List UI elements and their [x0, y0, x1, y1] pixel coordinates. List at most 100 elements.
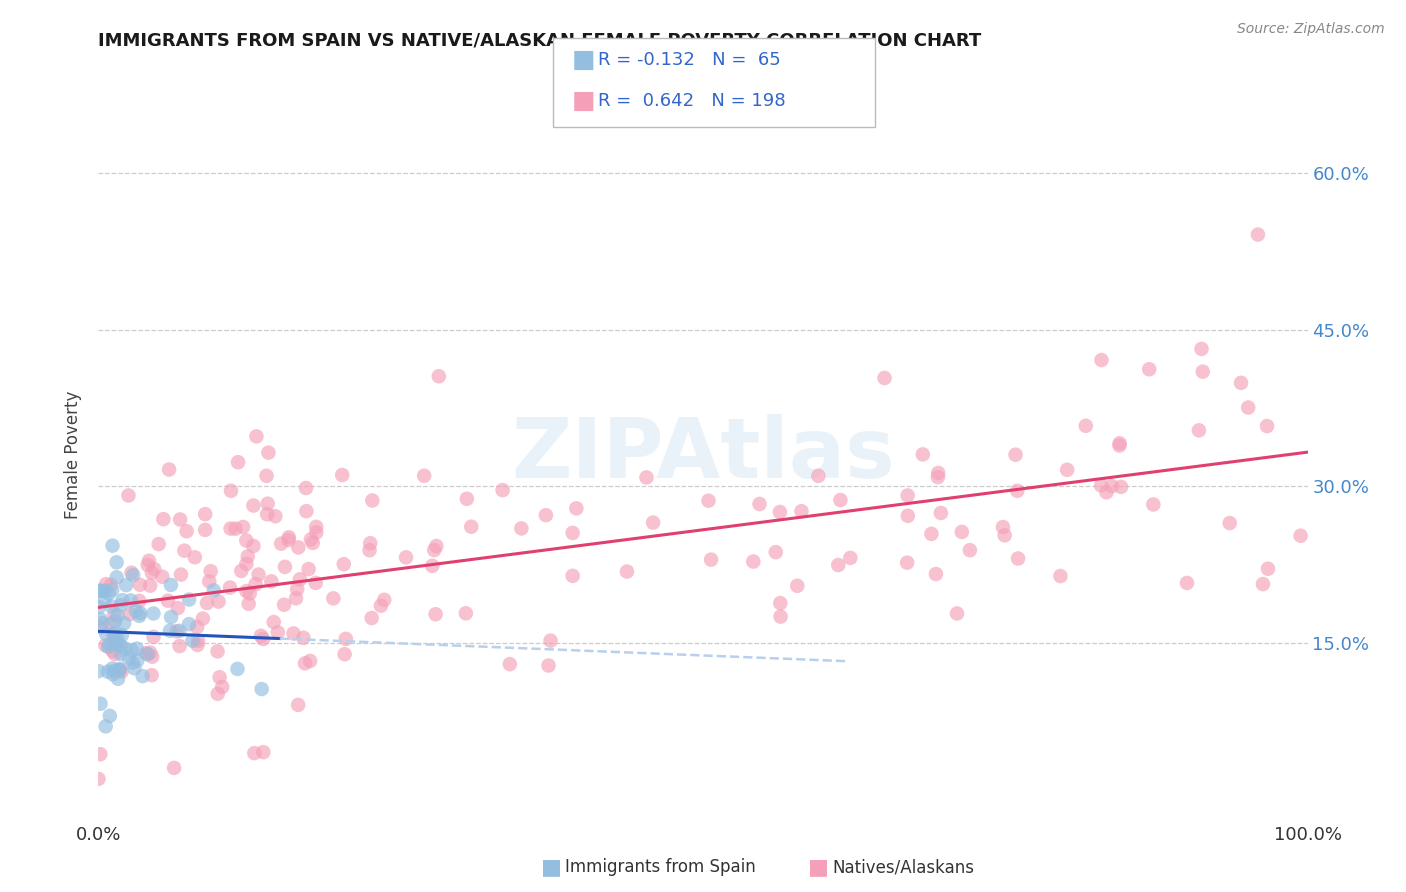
- Point: [540, 633, 562, 648]
- Point: [1108, 438, 1130, 452]
- Point: [1257, 562, 1279, 576]
- Point: [219, 522, 242, 536]
- Point: [257, 445, 280, 459]
- Point: [277, 530, 299, 544]
- Point: [1247, 227, 1270, 242]
- Point: [169, 639, 191, 653]
- Point: [361, 493, 384, 508]
- Point: [127, 654, 149, 668]
- Point: [925, 567, 948, 582]
- Point: [277, 533, 299, 547]
- Point: [89, 583, 111, 598]
- Text: Source: ZipAtlas.com: Source: ZipAtlas.com: [1237, 22, 1385, 37]
- Point: [873, 371, 896, 385]
- Point: [283, 626, 305, 640]
- Point: [160, 578, 183, 592]
- Point: [1108, 436, 1130, 450]
- Point: [1237, 401, 1260, 415]
- Point: [138, 554, 160, 568]
- Point: [235, 584, 257, 599]
- Point: [94, 719, 117, 733]
- Point: [537, 658, 560, 673]
- Point: [121, 643, 143, 657]
- Point: [103, 627, 125, 641]
- Point: [165, 624, 187, 639]
- Point: [250, 681, 273, 696]
- Point: [425, 607, 447, 622]
- Point: [166, 601, 188, 615]
- Point: [332, 557, 354, 571]
- Point: [105, 555, 128, 569]
- Point: [1175, 576, 1198, 591]
- Point: [107, 608, 129, 623]
- Point: [748, 497, 770, 511]
- Point: [1256, 419, 1278, 434]
- Point: [128, 608, 150, 623]
- Point: [322, 591, 344, 606]
- Point: [256, 497, 278, 511]
- Point: [100, 599, 122, 614]
- Point: [110, 639, 132, 653]
- Point: [305, 520, 328, 534]
- Point: [98, 616, 121, 631]
- Point: [108, 637, 131, 651]
- Point: [456, 491, 478, 506]
- Point: [94, 639, 117, 653]
- Point: [120, 566, 142, 580]
- Point: [235, 557, 257, 571]
- Point: [1219, 516, 1241, 530]
- Point: [101, 661, 124, 675]
- Point: [243, 746, 266, 760]
- Point: [200, 564, 222, 578]
- Point: [460, 519, 482, 533]
- Point: [561, 525, 583, 540]
- Point: [242, 499, 264, 513]
- Point: [89, 697, 111, 711]
- Point: [250, 629, 273, 643]
- Point: [1230, 376, 1253, 390]
- Point: [238, 597, 260, 611]
- Point: [101, 582, 124, 597]
- Point: [141, 668, 163, 682]
- Point: [136, 647, 159, 661]
- Point: [169, 624, 191, 638]
- Point: [100, 578, 122, 592]
- Point: [427, 369, 450, 384]
- Point: [150, 570, 173, 584]
- Point: [112, 616, 135, 631]
- Point: [769, 596, 792, 610]
- Point: [89, 600, 111, 615]
- Point: [359, 536, 381, 550]
- Text: R =  0.642   N = 198: R = 0.642 N = 198: [598, 92, 785, 110]
- Point: [994, 528, 1017, 542]
- Point: [1007, 483, 1029, 498]
- Point: [194, 507, 217, 521]
- Text: R = -0.132   N =  65: R = -0.132 N = 65: [598, 51, 780, 69]
- Y-axis label: Female Poverty: Female Poverty: [65, 391, 83, 519]
- Point: [170, 567, 193, 582]
- Point: [297, 562, 319, 576]
- Text: ■: ■: [572, 89, 596, 112]
- Point: [1142, 498, 1164, 512]
- Point: [157, 462, 180, 476]
- Point: [330, 468, 353, 483]
- Point: [115, 578, 138, 592]
- Point: [1251, 577, 1274, 591]
- Point: [160, 610, 183, 624]
- Point: [94, 583, 117, 598]
- Point: [103, 632, 125, 647]
- Point: [333, 647, 356, 661]
- Text: ■: ■: [808, 857, 830, 877]
- Point: [252, 632, 274, 646]
- Point: [186, 638, 208, 652]
- Point: [207, 594, 229, 608]
- Point: [897, 488, 920, 502]
- Point: [565, 501, 588, 516]
- Point: [139, 579, 162, 593]
- Point: [103, 664, 125, 678]
- Point: [207, 687, 229, 701]
- Point: [285, 582, 308, 596]
- Point: [177, 617, 200, 632]
- Point: [534, 508, 557, 523]
- Point: [117, 488, 139, 502]
